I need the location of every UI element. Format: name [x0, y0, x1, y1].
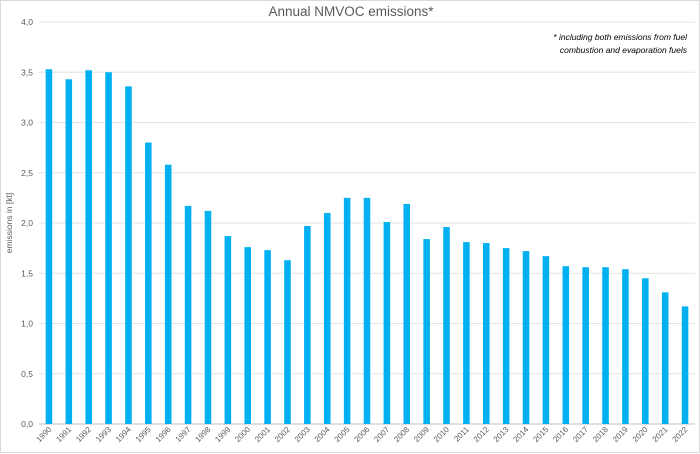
- x-tick-label: 1995: [134, 425, 153, 444]
- bar: [284, 260, 291, 424]
- x-tick-label: 1999: [213, 425, 232, 444]
- bar: [145, 142, 152, 424]
- bar: [642, 278, 649, 424]
- bar: [85, 70, 92, 425]
- chart-footnote-line-1: * including both emissions from fuel: [553, 32, 687, 42]
- x-tick-label: 1996: [154, 425, 173, 444]
- bar: [204, 210, 212, 424]
- bar: [562, 266, 570, 424]
- x-tick-label: 2007: [372, 425, 391, 444]
- y-tick-label: 3,5: [21, 67, 33, 77]
- x-tick-label: 2014: [511, 425, 530, 444]
- y-tick-label: 3,0: [21, 118, 33, 128]
- bar: [125, 86, 132, 424]
- y-axis-title: emissions in [kt]: [4, 193, 14, 253]
- x-tick-label: 2003: [293, 425, 312, 444]
- y-tick-label: 1,0: [21, 319, 33, 329]
- x-tick-label: 2013: [492, 425, 511, 444]
- x-tick-label: 2008: [392, 425, 411, 444]
- x-tick-label: 2022: [671, 425, 690, 444]
- bar: [45, 69, 53, 425]
- x-tick-label: 1993: [94, 425, 113, 444]
- x-tick-label: 2021: [651, 425, 670, 444]
- y-tick-label: 0,5: [21, 369, 33, 379]
- x-tick-label: 2016: [551, 425, 570, 444]
- y-tick-label: 1,5: [21, 268, 33, 278]
- chart-footnote: * including both emissions from fuel com…: [487, 31, 687, 57]
- bar: [65, 79, 73, 424]
- x-tick-label: 1991: [54, 425, 73, 444]
- x-tick-label: 1992: [74, 425, 93, 444]
- x-tick-label: 2015: [531, 425, 550, 444]
- bar: [582, 267, 589, 424]
- x-tick-label: 1990: [34, 425, 53, 444]
- bar: [502, 248, 510, 424]
- bar: [304, 226, 311, 424]
- x-tick-label: 2002: [273, 425, 292, 444]
- bar: [403, 203, 411, 424]
- chart-title: Annual NMVOC emissions*: [268, 4, 434, 19]
- bar: [323, 212, 331, 424]
- bar: [482, 243, 490, 424]
- x-tick-label: 1998: [193, 425, 212, 444]
- bar: [681, 306, 689, 424]
- bar: [105, 72, 112, 424]
- bar: [423, 239, 430, 424]
- x-tick-label: 2000: [233, 425, 252, 444]
- x-tick-label: 2006: [352, 425, 371, 444]
- bar: [224, 236, 232, 424]
- y-tick-label: 4,0: [21, 17, 33, 27]
- x-tick-label: 2011: [452, 425, 471, 444]
- bar: [244, 247, 252, 424]
- x-tick-label: 2005: [333, 425, 352, 444]
- y-tick-label: 2,5: [21, 168, 33, 178]
- chart-footnote-line-2: combustion and evaporation fuels: [559, 45, 687, 55]
- bar: [661, 292, 669, 424]
- x-tick-label: 2004: [313, 425, 332, 444]
- bar: [264, 250, 271, 424]
- bar: [463, 242, 470, 424]
- bar: [383, 221, 391, 424]
- bar: [363, 197, 371, 424]
- x-tick-label: 1994: [114, 425, 133, 444]
- x-tick-label: 2018: [591, 425, 610, 444]
- bar: [164, 164, 172, 424]
- x-tick-label: 2017: [571, 425, 590, 444]
- y-tick-label: 0,0: [21, 419, 33, 429]
- y-tick-label: 2,0: [21, 218, 33, 228]
- x-tick-label: 2019: [611, 425, 630, 444]
- x-tick-label: 2012: [472, 425, 491, 444]
- x-tick-label: 2020: [631, 425, 650, 444]
- x-tick-label: 2009: [412, 425, 431, 444]
- bar: [622, 269, 629, 424]
- bar: [542, 256, 550, 424]
- bar: [343, 197, 351, 424]
- x-tick-label: 1997: [174, 425, 193, 444]
- bar: [522, 251, 530, 424]
- bar: [602, 267, 609, 424]
- x-tick-label: 2010: [432, 425, 451, 444]
- bar: [443, 227, 450, 424]
- x-tick-label: 2001: [253, 425, 272, 444]
- bar: [184, 205, 192, 424]
